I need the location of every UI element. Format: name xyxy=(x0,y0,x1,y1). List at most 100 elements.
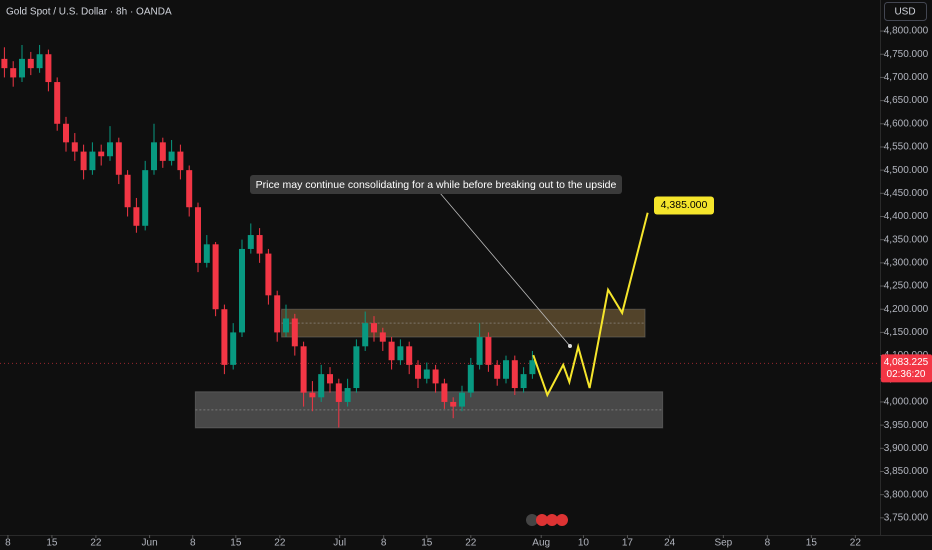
candle-body xyxy=(133,207,140,226)
annotation-dot xyxy=(568,344,572,348)
candle xyxy=(80,144,87,180)
candle-body xyxy=(212,244,219,310)
candle xyxy=(203,235,210,268)
candle-body xyxy=(230,332,237,365)
candle-body xyxy=(362,323,369,347)
y-tick-label: 3,950.000 xyxy=(884,420,929,431)
candle-body xyxy=(195,207,201,263)
candle xyxy=(503,355,509,384)
candle xyxy=(89,142,96,175)
candle xyxy=(344,378,351,407)
candle xyxy=(415,360,421,389)
annotation-text: Price may continue consolidating for a w… xyxy=(256,179,617,191)
candle-body xyxy=(344,388,351,402)
candle-body xyxy=(177,151,184,171)
candle-body xyxy=(203,244,210,263)
candle xyxy=(353,339,360,393)
candle xyxy=(388,337,395,370)
x-tick-label: 22 xyxy=(274,538,286,549)
candle xyxy=(327,367,333,393)
candle xyxy=(300,341,307,407)
last-price-box xyxy=(881,354,932,383)
candle xyxy=(379,327,386,351)
candle xyxy=(124,170,131,217)
candle xyxy=(239,239,245,338)
candle-body xyxy=(124,174,131,208)
candle xyxy=(520,367,527,393)
y-tick-label: 4,650.000 xyxy=(884,95,929,106)
x-tick-label: 22 xyxy=(850,538,862,549)
candle-body xyxy=(54,82,61,124)
candle-body xyxy=(327,374,333,384)
candle xyxy=(441,378,448,409)
candle xyxy=(291,313,298,356)
y-tick-label: 4,200.000 xyxy=(884,304,929,315)
candle-body xyxy=(529,360,536,375)
target-label: 4,385.000 xyxy=(661,199,708,211)
candle-body xyxy=(494,364,501,379)
currency-label[interactable]: USD xyxy=(894,7,915,18)
candle-body xyxy=(256,235,263,254)
y-tick-label: 4,300.000 xyxy=(884,258,929,269)
y-tick-label: 4,350.000 xyxy=(884,234,929,245)
candle-body xyxy=(406,346,413,365)
y-tick-label: 3,800.000 xyxy=(884,489,929,500)
candle-body xyxy=(318,374,325,398)
x-tick-label: 10 xyxy=(578,538,590,549)
currency-button[interactable] xyxy=(884,2,927,21)
candle xyxy=(247,223,254,254)
candle xyxy=(45,49,52,92)
annotation-pointer xyxy=(439,192,571,347)
candle-body xyxy=(388,341,395,361)
candle-body xyxy=(239,248,245,333)
candle xyxy=(133,197,140,233)
candle xyxy=(212,242,219,317)
candle xyxy=(283,304,289,338)
last-price-label: 4,083.225 xyxy=(884,357,929,368)
y-tick-label: 4,250.000 xyxy=(884,281,929,292)
x-tick-label: 15 xyxy=(46,538,58,549)
candle xyxy=(318,364,325,402)
candle-body xyxy=(309,392,316,398)
y-tick-label: 4,450.000 xyxy=(884,188,929,199)
candle-body xyxy=(27,58,34,69)
candle-body xyxy=(379,332,386,342)
candle xyxy=(107,126,113,161)
y-tick-label: 4,150.000 xyxy=(884,327,929,338)
x-tick-label: Jun xyxy=(142,538,158,549)
countdown-label: 02:36:20 xyxy=(887,369,926,380)
y-tick-label: 3,750.000 xyxy=(884,512,929,523)
candle xyxy=(256,228,263,263)
candle xyxy=(186,165,193,217)
candle-body xyxy=(441,383,448,402)
candle xyxy=(274,290,281,342)
candle xyxy=(98,144,105,166)
candle xyxy=(485,332,492,372)
candle xyxy=(335,378,342,428)
candle xyxy=(168,140,175,166)
y-tick-label: 4,750.000 xyxy=(884,49,929,60)
x-tick-label: 17 xyxy=(622,538,634,549)
candle xyxy=(177,144,184,180)
candle-body xyxy=(221,309,228,365)
y-tick-label: 4,550.000 xyxy=(884,142,929,153)
candle-body xyxy=(353,346,360,389)
candle-body xyxy=(450,401,457,407)
candle xyxy=(265,248,272,305)
candle-body xyxy=(265,253,272,296)
y-tick-label: 4,800.000 xyxy=(884,26,929,37)
candle-body xyxy=(10,68,17,78)
x-tick-label: 22 xyxy=(465,538,477,549)
candle-body xyxy=(107,142,113,157)
y-tick-label: 4,000.000 xyxy=(884,397,929,408)
candle-body xyxy=(98,151,105,157)
candle xyxy=(221,304,228,375)
candle xyxy=(467,357,474,398)
candle-body xyxy=(415,364,421,379)
chart-title: Gold Spot / U.S. Dollar · 8h · OANDA xyxy=(6,7,172,18)
x-tick-label: 8 xyxy=(381,538,387,549)
y-tick-label: 3,900.000 xyxy=(884,443,929,454)
candle xyxy=(27,51,34,76)
